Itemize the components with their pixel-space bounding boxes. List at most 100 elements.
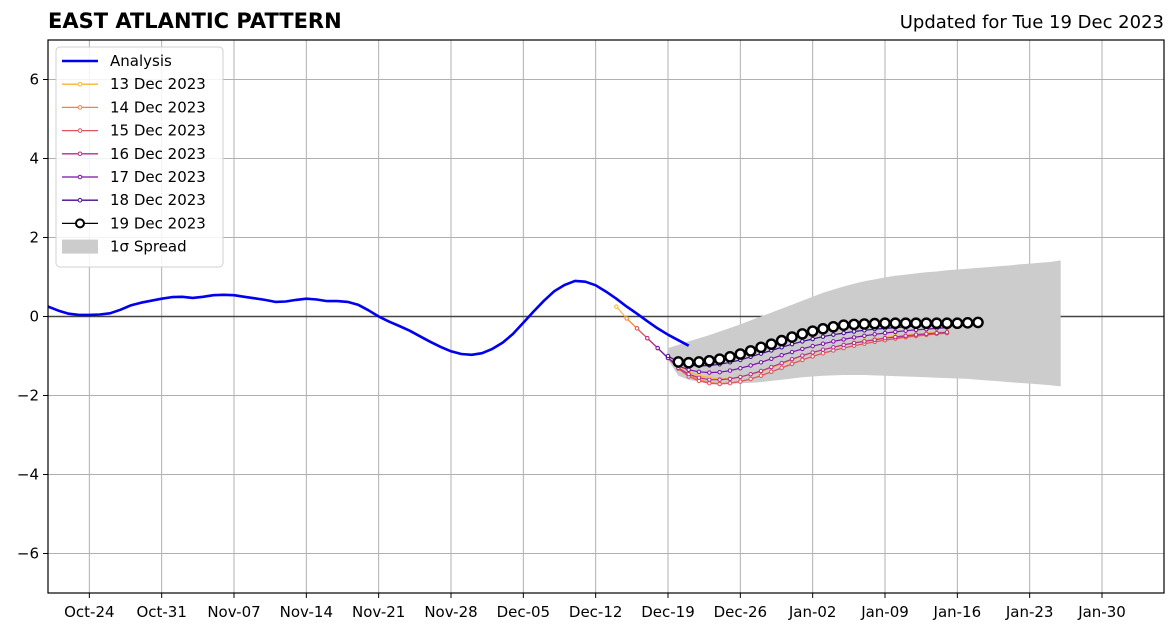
forecast-point [769,356,774,361]
x-tick-label: Jan-02 [788,603,837,621]
forecast-point [717,369,722,375]
forecast-point [924,331,929,337]
forecast-point [724,350,736,363]
forecast-point [758,360,764,365]
forecast-point [634,326,640,331]
forecast-point [930,317,943,330]
y-tick-label: 6 [29,71,39,89]
forecast-point [748,363,753,368]
forecast-point [941,317,953,330]
forecast-point [779,353,784,358]
forecast-point [779,360,784,366]
forecast-point [903,333,908,339]
x-tick-label: Dec-26 [714,603,768,621]
legend-label: 15 Dec 2023 [110,122,206,140]
forecast-point [789,349,795,355]
x-tick-label: Dec-05 [497,603,551,621]
forecast-point [624,316,629,321]
legend-label: 18 Dec 2023 [110,191,206,209]
forecast-point [738,374,743,380]
forecast-point [738,366,743,371]
forecast-point [903,328,908,333]
forecast-point [696,369,702,374]
forecast-point [810,343,815,349]
forecast-point [727,381,733,386]
forecast-point [682,356,695,369]
forecast-point [707,377,712,382]
forecast-point [899,317,912,330]
forecast-point [868,317,881,330]
forecast-point [686,367,691,373]
legend-label: 13 Dec 2023 [110,75,206,93]
forecast-point [672,356,685,368]
forecast-point [717,377,722,382]
x-tick-label: Jan-16 [933,603,982,621]
forecast-point [810,350,815,355]
x-tick-label: Dec-19 [641,603,695,621]
forecast-point [713,353,726,365]
forecast-point [665,353,671,359]
forecast-point [913,332,919,337]
forecast-point [707,381,712,386]
forecast-point [789,356,795,362]
forecast-point [944,330,950,335]
legend: Analysis 13 Dec 2023 14 Dec 2023 15 Dec 202… [55,46,224,268]
legend-marker [77,81,83,87]
forecast-point [862,333,867,339]
forecast-point [951,317,964,330]
forecast-point [727,368,733,373]
forecast-point [758,373,764,378]
forecast-point [820,341,826,346]
forecast-point [851,329,857,334]
forecast-point [882,336,888,341]
forecast-point [831,345,836,350]
x-tick-label: Jan-23 [1005,603,1054,621]
forecast-point [893,329,898,335]
x-tick-label: Nov-07 [207,603,260,621]
forecast-point [817,322,829,335]
x-tick-label: Jan-09 [860,603,909,621]
forecast-line [667,324,948,367]
forecast-point [744,345,757,357]
forecast-point [800,353,805,358]
x-tick-label: Oct-24 [64,603,114,621]
forecast-point [831,339,836,344]
forecast-point [655,345,660,351]
forecast-point [614,304,619,309]
legend-label: 14 Dec 2023 [110,98,206,116]
forecast-point [820,347,826,352]
forecast-point [889,317,902,330]
legend-swatch [62,239,98,254]
forecast-point [841,337,846,342]
forecast-point [748,371,753,377]
y-tick-label: −4 [17,466,39,484]
legend-label: 19 Dec 2023 [110,214,206,232]
forecast-series [672,316,984,369]
forecast-point [862,339,867,344]
legend-marker [77,151,83,157]
legend-label: 1σ Spread [110,238,187,256]
forecast-point [748,376,753,382]
x-tick-label: Nov-14 [280,603,333,621]
forecast-point [858,318,871,330]
legend-label: 16 Dec 2023 [110,145,206,163]
forecast-point [920,317,933,330]
legend-marker [75,218,85,229]
forecast-point [686,371,691,377]
forecast-point [696,375,702,380]
forecast-point [872,332,877,337]
forecast-point [841,342,846,348]
forecast-point [789,341,795,347]
forecast-point [827,320,840,333]
y-tick-label: 0 [29,308,39,326]
forecast-point [831,332,836,337]
forecast-point [820,334,826,339]
forecast-point [800,339,805,344]
forecast-point [707,370,712,375]
forecast-point [800,346,805,352]
forecast-point [769,364,774,370]
forecast-point [703,354,716,367]
y-tick-label: 2 [29,229,39,247]
forecast-point [796,328,809,340]
